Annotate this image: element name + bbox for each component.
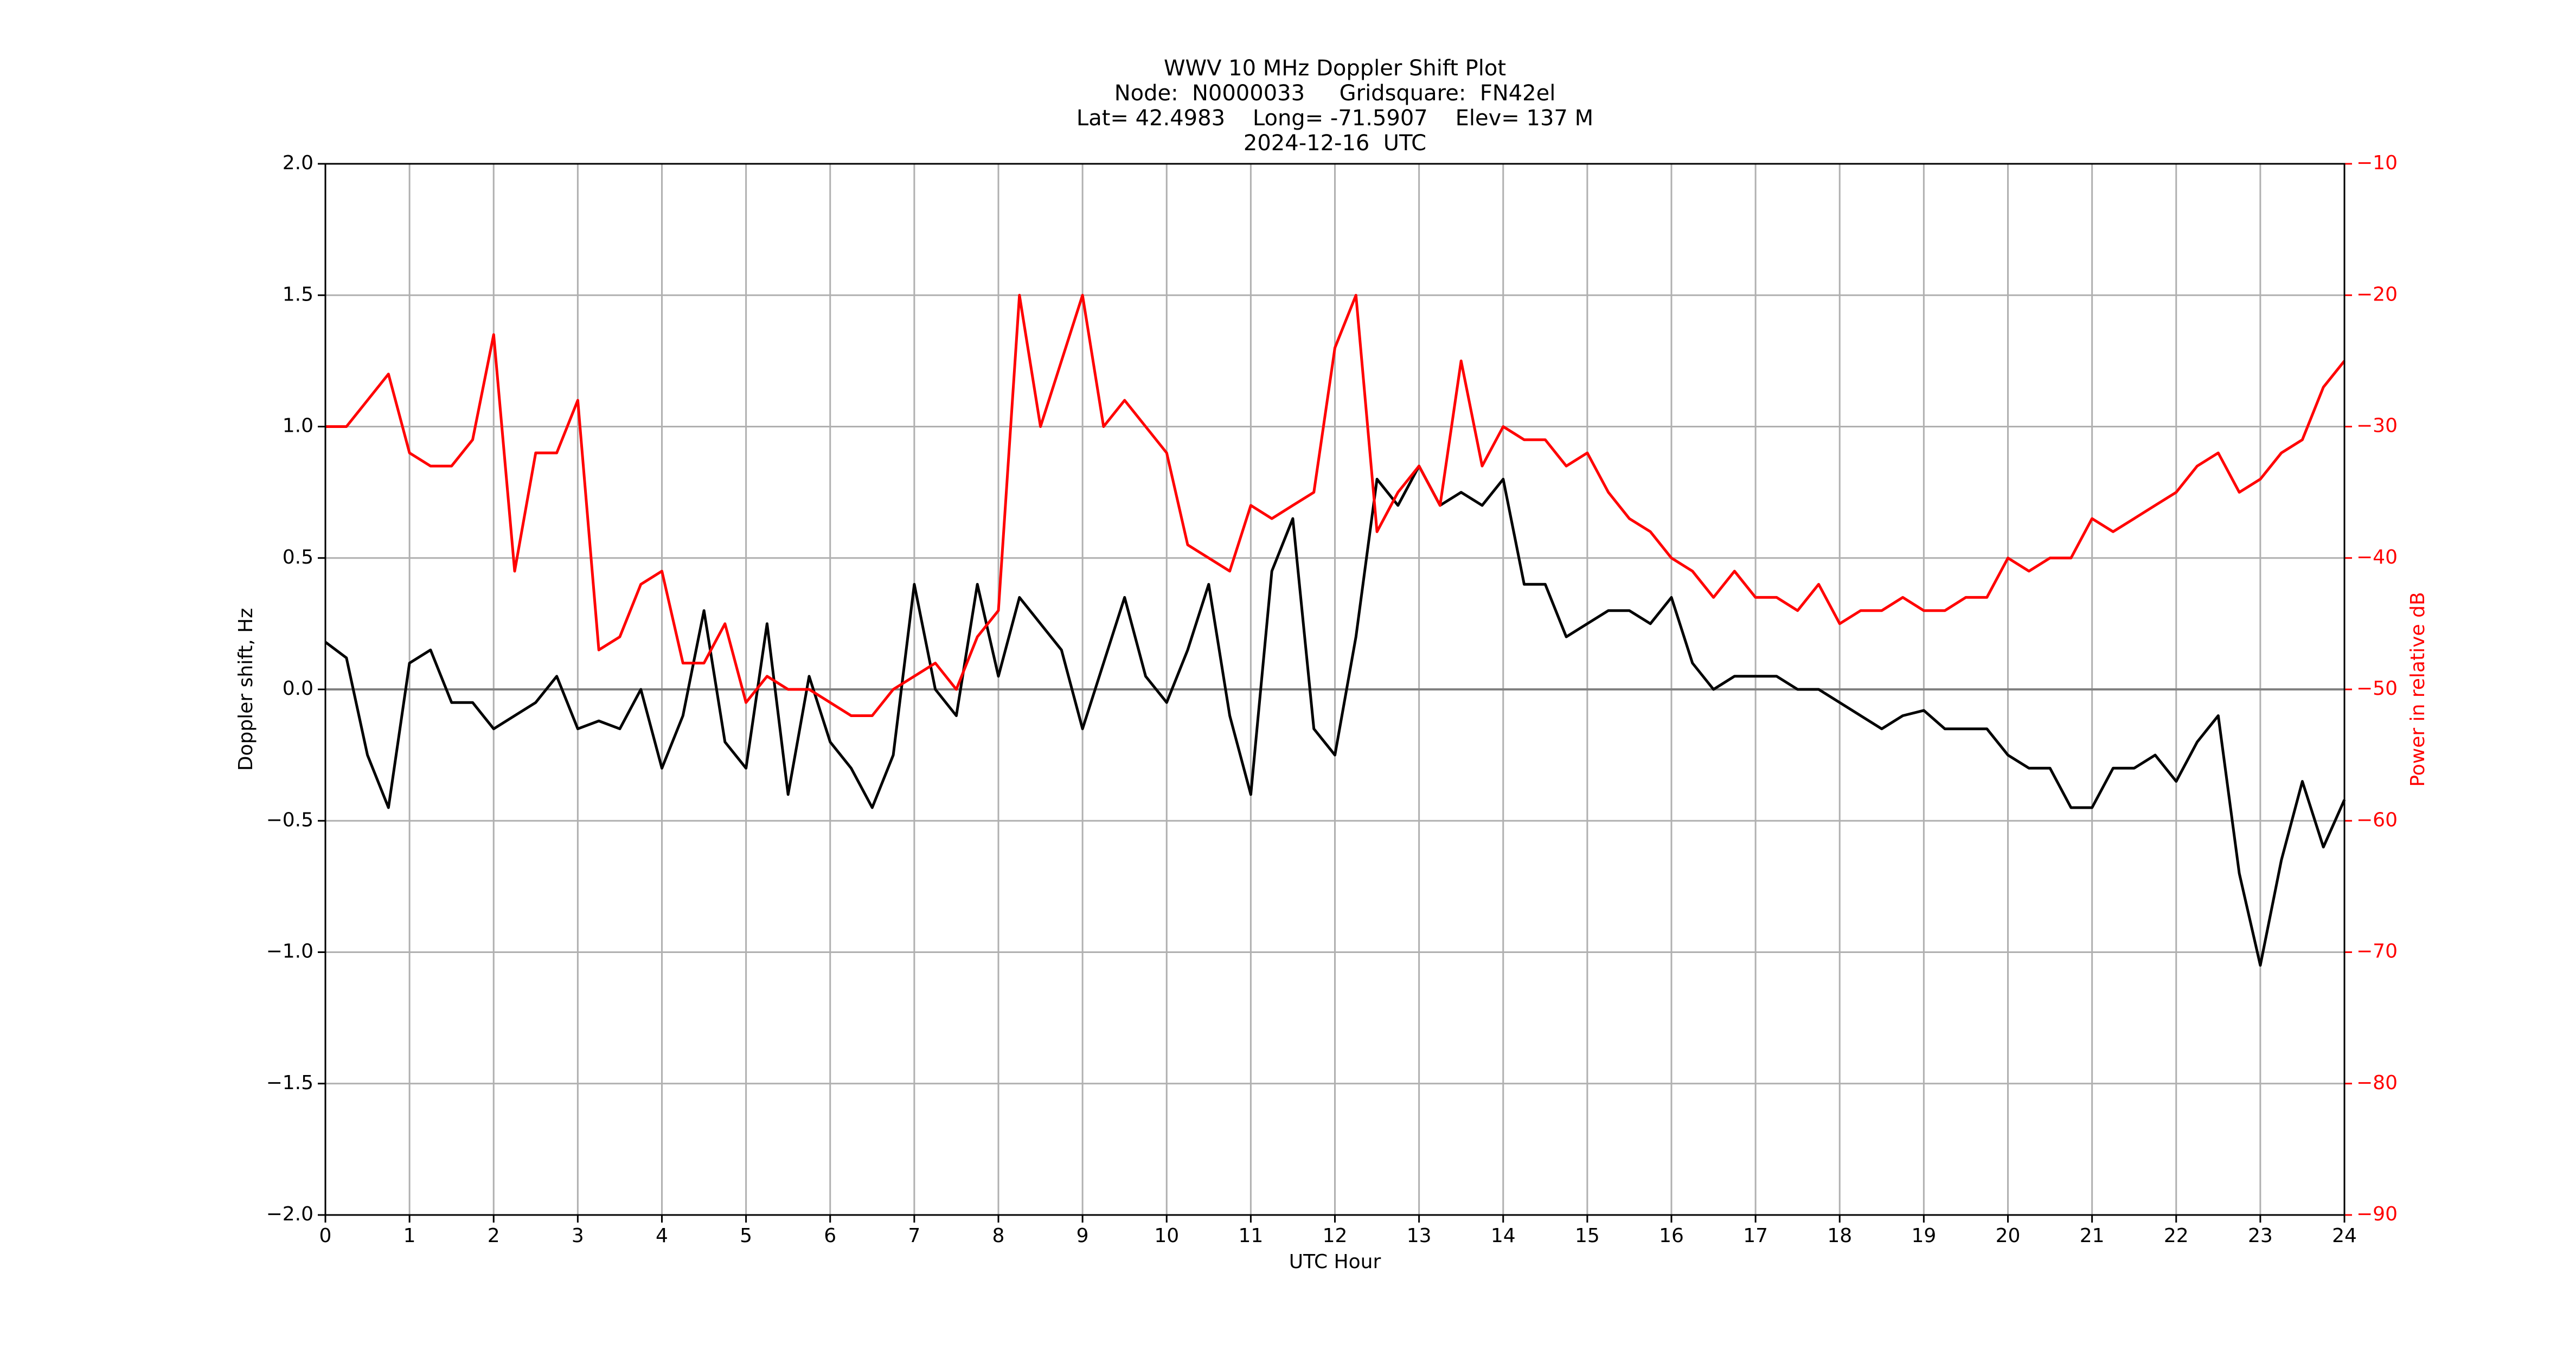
x-tick-label: 14 bbox=[1491, 1225, 1516, 1247]
x-tick-label: 23 bbox=[2248, 1225, 2273, 1247]
y2-tick-label: −10 bbox=[2356, 152, 2398, 174]
y-tick-label: 0.5 bbox=[283, 546, 313, 568]
y2-tick-label: −60 bbox=[2356, 809, 2398, 831]
chart-title: Node: N0000033 Gridsquare: FN42el bbox=[1114, 81, 1556, 106]
data-line bbox=[325, 293, 2346, 717]
x-tick-label: 0 bbox=[319, 1225, 332, 1247]
y2-tick-label: −90 bbox=[2356, 1203, 2398, 1225]
x-tick-label: 15 bbox=[1575, 1225, 1600, 1247]
y2-tick-label: −80 bbox=[2356, 1072, 2398, 1094]
chart-title: Lat= 42.4983 Long= -71.5907 Elev= 137 M bbox=[1076, 106, 1593, 131]
y2-tick-label: −20 bbox=[2356, 283, 2398, 305]
x-tick-label: 4 bbox=[656, 1225, 668, 1247]
x-tick-label: 20 bbox=[1996, 1225, 2021, 1247]
x-tick-label: 18 bbox=[1827, 1225, 1852, 1247]
data-line bbox=[324, 464, 2346, 967]
x-tick-label: 16 bbox=[1659, 1225, 1684, 1247]
x-tick-label: 24 bbox=[2332, 1225, 2357, 1247]
x-tick-label: 10 bbox=[1154, 1225, 1179, 1247]
y-tick-label: −0.5 bbox=[266, 809, 313, 831]
y-tick-label: 0.0 bbox=[283, 677, 313, 700]
y2-tick-label: −70 bbox=[2356, 941, 2398, 963]
y-tick-label: 1.5 bbox=[283, 283, 313, 305]
x-tick-label: 6 bbox=[824, 1225, 836, 1247]
x-tick-label: 2 bbox=[488, 1225, 500, 1247]
x-tick-label: 22 bbox=[2164, 1225, 2189, 1247]
x-tick-label: 12 bbox=[1323, 1225, 1348, 1247]
x-tick-label: 7 bbox=[908, 1225, 920, 1247]
x-tick-label: 19 bbox=[1911, 1225, 1936, 1247]
x-tick-label: 11 bbox=[1238, 1225, 1263, 1247]
plot-frame bbox=[324, 163, 2346, 1216]
x-tick-label: 21 bbox=[2080, 1225, 2105, 1247]
chart-title: WWV 10 MHz Doppler Shift Plot bbox=[1164, 56, 1506, 81]
y2-tick-label: −30 bbox=[2356, 415, 2398, 437]
x-tick-label: 1 bbox=[403, 1225, 416, 1247]
y-tick-label: −1.5 bbox=[266, 1072, 313, 1094]
y2-tick-label: −50 bbox=[2356, 677, 2398, 700]
chart-title: 2024-12-16 UTC bbox=[1244, 131, 1426, 156]
y-tick-label: −2.0 bbox=[266, 1203, 313, 1225]
x-tick-label: 8 bbox=[992, 1225, 1005, 1247]
y-tick-label: 1.0 bbox=[283, 415, 313, 437]
y-axis-label: Doppler shift, Hz bbox=[235, 608, 257, 771]
y2-axis-label: Power in relative dB bbox=[2407, 592, 2429, 786]
x-tick-label: 17 bbox=[1743, 1225, 1768, 1247]
y-tick-label: 2.0 bbox=[283, 152, 313, 174]
x-tick-label: 9 bbox=[1076, 1225, 1089, 1247]
y2-tick-label: −40 bbox=[2356, 546, 2398, 568]
x-tick-label: 5 bbox=[740, 1225, 752, 1247]
y-tick-label: −1.0 bbox=[266, 941, 313, 963]
x-tick-label: 13 bbox=[1407, 1225, 1432, 1247]
x-tick-label: 3 bbox=[572, 1225, 584, 1247]
x-axis-label: UTC Hour bbox=[1289, 1251, 1381, 1273]
